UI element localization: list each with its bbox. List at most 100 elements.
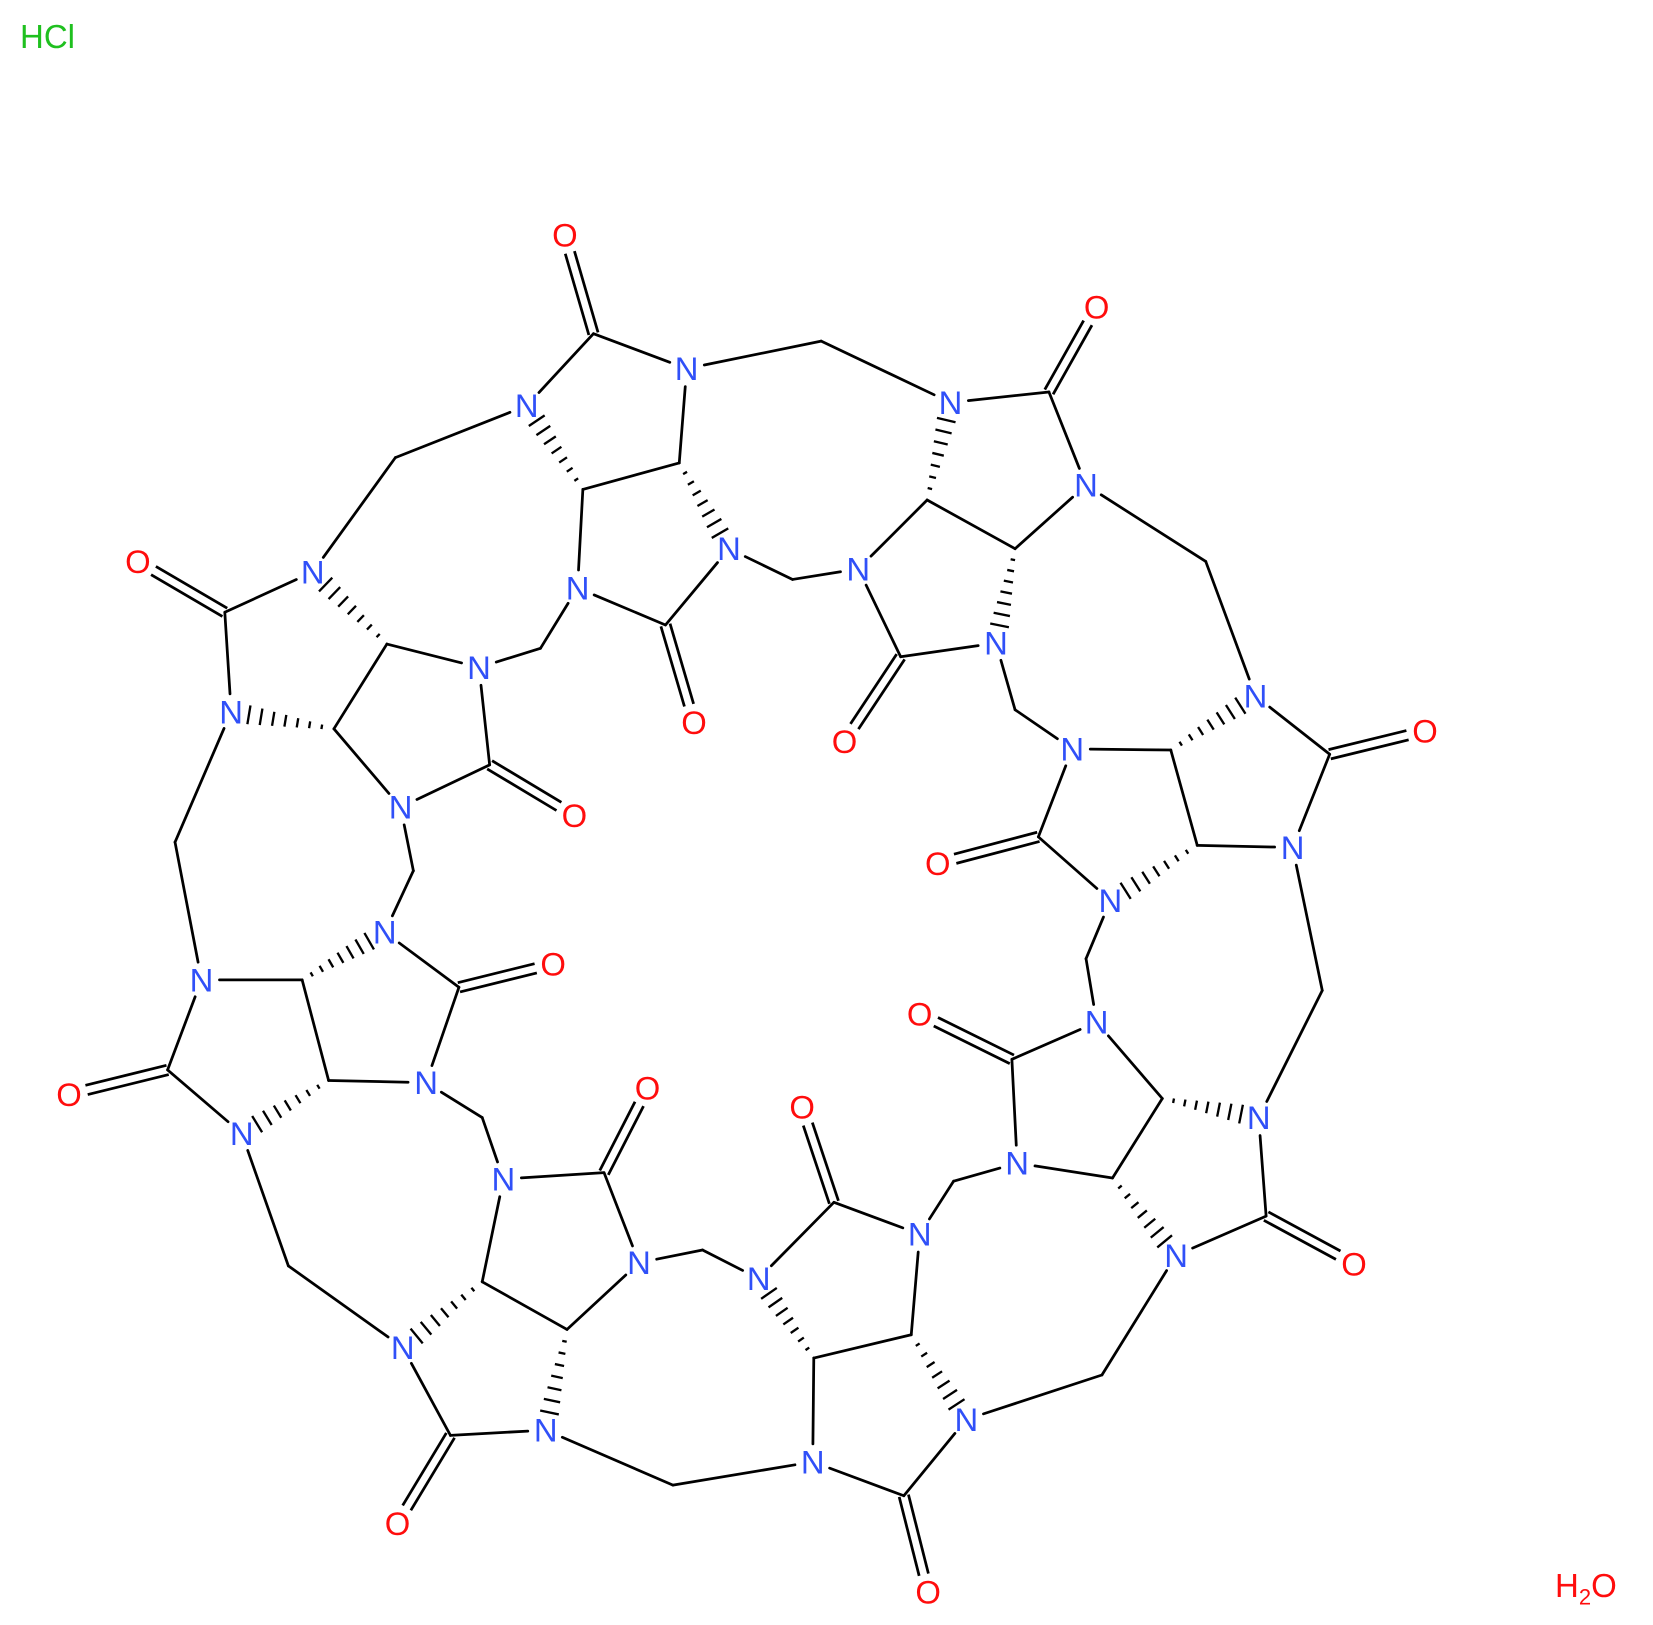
nitrogen-atom-label: N <box>534 1412 558 1449</box>
single-bond <box>327 1079 410 1084</box>
nitrogen-atom-label: N <box>801 1443 825 1480</box>
single-bond <box>581 461 681 491</box>
nitrogen-atom-label: N <box>389 789 413 826</box>
hashed-wedge-bond <box>283 1099 292 1112</box>
single-bond <box>577 488 585 572</box>
methylene-bridge-bond <box>480 1116 499 1164</box>
hashed-wedge-bond <box>272 1104 283 1119</box>
methylene-bridge-bond <box>1084 957 1096 1006</box>
methylene-bridge-bond <box>999 658 1017 712</box>
methylene-bridge-bond <box>246 1149 290 1268</box>
oxygen-atom-label: O <box>552 217 578 254</box>
methylene-bridge-bond <box>494 646 542 664</box>
double-bond <box>459 971 538 994</box>
hashed-wedge-bond <box>1184 849 1190 855</box>
single-bond <box>592 593 667 627</box>
double-bond <box>802 1125 831 1205</box>
single-bond <box>1088 747 1173 752</box>
hashed-wedge-bond <box>936 416 956 424</box>
hashed-wedge-bond <box>558 456 568 464</box>
single-bond <box>1107 1034 1164 1100</box>
hashed-wedge-bond <box>1156 1234 1173 1249</box>
hashed-wedge-bond <box>320 724 324 730</box>
hashed-wedge-bond <box>307 721 312 729</box>
nitrogen-atom-label: N <box>1074 467 1098 504</box>
single-bond <box>869 498 929 558</box>
hashed-wedge-bond <box>318 965 325 973</box>
hashed-wedge-bond <box>947 1398 966 1411</box>
methylene-bridge-bond <box>671 1463 797 1487</box>
hashed-wedge-bond <box>782 1316 794 1326</box>
hashed-wedge-bond <box>566 466 574 473</box>
single-bond <box>1297 752 1332 833</box>
water-h: H <box>1555 1567 1579 1604</box>
oxygen-atom-label: O <box>125 543 151 580</box>
double-bond <box>811 1122 840 1202</box>
methylene-bridge-bond <box>655 1248 704 1261</box>
single-bond <box>902 1432 957 1498</box>
hashed-wedge-bond <box>337 595 349 608</box>
nitrogen-atom-label: N <box>908 1216 932 1253</box>
nitrogen-atom-label: N <box>1244 677 1268 714</box>
hashed-wedge-bond <box>1006 568 1015 573</box>
double-bond <box>563 253 591 336</box>
oxygen-atom-label: O <box>385 1505 411 1542</box>
double-bond <box>857 658 906 730</box>
methylene-bridge-bond <box>701 1248 745 1272</box>
hashed-wedge-bond <box>1195 843 1199 847</box>
methylene-bridge-bond <box>539 601 570 650</box>
hashed-wedge-bond <box>558 1351 566 1356</box>
hashed-wedge-bond <box>316 1084 321 1090</box>
hashed-wedge-bond <box>354 938 365 955</box>
hashed-wedge-bond <box>305 1089 312 1097</box>
single-bond <box>565 1273 628 1331</box>
single-bond <box>1111 1097 1164 1180</box>
hashed-wedge-bond <box>1130 876 1142 892</box>
oxygen-atom-label: O <box>915 1574 941 1611</box>
single-bond <box>480 1280 569 1331</box>
single-bond <box>769 1200 836 1268</box>
hashed-wedge-bond <box>294 1094 302 1104</box>
hashed-wedge-bond <box>1205 1101 1210 1114</box>
hashed-wedge-bond <box>996 600 1012 607</box>
hashed-wedge-bond <box>920 1351 928 1358</box>
hashed-wedge-bond <box>936 1379 951 1390</box>
single-bond <box>537 332 595 394</box>
hashed-wedge-bond <box>993 611 1011 618</box>
hashed-wedge-bond <box>1119 882 1132 900</box>
single-bond <box>520 1171 606 1180</box>
methylene-bridge-bond <box>1294 863 1324 992</box>
methylene-bridge-bond <box>1099 493 1208 563</box>
nitrogen-atom-label: N <box>301 554 325 591</box>
double-bond <box>1051 324 1094 395</box>
hashed-wedge-bond <box>528 414 546 427</box>
nitrogen-atom-label: N <box>1164 1237 1188 1274</box>
hashed-wedge-bond <box>554 1362 565 1368</box>
hashed-wedge-bond <box>935 428 952 435</box>
hashed-wedge-bond <box>547 1386 562 1392</box>
methylene-bridge-bond <box>791 570 842 581</box>
single-bond <box>166 995 197 1072</box>
single-bond <box>909 1250 920 1337</box>
hashed-wedge-bond <box>327 958 335 968</box>
double-bond <box>155 565 228 610</box>
single-bond <box>1010 1057 1018 1147</box>
hashed-wedge-bond <box>1171 1098 1176 1104</box>
single-bond <box>300 978 330 1082</box>
nitrogen-atom-label: N <box>566 569 590 606</box>
nitrogen-atom-label: N <box>219 693 243 730</box>
hashed-wedge-bond <box>550 1374 563 1380</box>
nitrogen-atom-label: N <box>1281 829 1305 866</box>
single-bond <box>415 763 492 801</box>
nitrogen-atom-label: N <box>717 530 741 567</box>
methylene-bridge-bond <box>1100 1269 1168 1377</box>
hashed-wedge-bond <box>1215 711 1226 725</box>
single-bond <box>449 1429 530 1437</box>
hashed-wedge-bond <box>696 499 709 508</box>
single-bond <box>602 1171 634 1248</box>
nitrogen-atom-label: N <box>1099 882 1123 919</box>
hashed-wedge-bond <box>543 1397 561 1404</box>
single-bond <box>1036 764 1068 839</box>
nitrogen-atom-label: N <box>230 1115 254 1152</box>
